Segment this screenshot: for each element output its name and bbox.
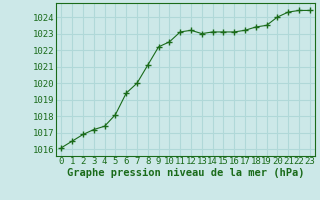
X-axis label: Graphe pression niveau de la mer (hPa): Graphe pression niveau de la mer (hPa)	[67, 168, 304, 178]
